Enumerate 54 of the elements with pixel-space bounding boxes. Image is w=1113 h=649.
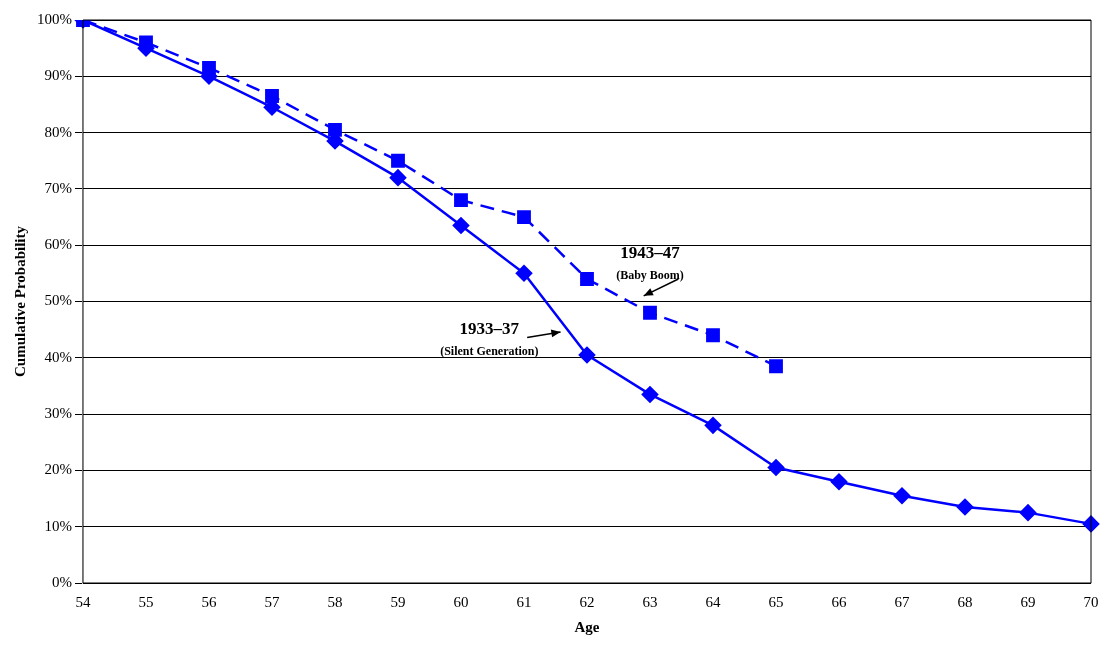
point (830, 473, 848, 490)
point (454, 193, 468, 208)
y-axis-title: Cumulative Probability (11, 225, 28, 377)
x-tick-label: 70 (1083, 593, 1099, 610)
y-tick-label: 20% (44, 461, 72, 478)
x-tick-label: 57 (264, 593, 280, 610)
x-tick-label: 64 (705, 593, 721, 610)
x-tick-label: 67 (894, 593, 910, 610)
y-tick-label: 70% (44, 179, 72, 196)
annotation: (Silent Generation) (440, 343, 539, 358)
y-tick-label: 30% (44, 405, 72, 422)
y-tick-label: 10% (44, 517, 72, 534)
x-tick-label: 68 (957, 593, 973, 610)
series-label: 1943–47 (620, 243, 681, 263)
point (580, 272, 594, 286)
x-tick-label: 58 (327, 593, 343, 610)
x-tick-label: 56 (201, 593, 217, 610)
y-tick-label: 100% (37, 10, 72, 27)
y-tick-label: 50% (44, 292, 72, 309)
x-tick-label: 55 (138, 593, 154, 610)
x-tick-label: 59 (390, 593, 406, 610)
point (641, 386, 659, 403)
y-tick-label: 90% (44, 67, 72, 84)
point (769, 359, 783, 374)
x-tick-label: 62 (579, 593, 595, 610)
point (893, 487, 911, 504)
point (391, 153, 405, 168)
point (956, 498, 974, 516)
y-tick-label: 0% (52, 573, 72, 590)
y-tick-label: 60% (44, 236, 72, 253)
point (389, 169, 407, 186)
y-tick-label: 80% (44, 123, 72, 140)
point (706, 328, 720, 343)
point (578, 346, 596, 364)
x-tick-label: 65 (768, 593, 784, 610)
point (265, 89, 279, 103)
x-tick-label: 60 (453, 593, 469, 610)
series-label: 1933–37 (459, 319, 520, 339)
point (643, 305, 657, 320)
point (452, 217, 470, 234)
x-tick-label: 69 (1020, 593, 1036, 610)
x-tick-label: 66 (831, 593, 847, 610)
x-tick-label: 61 (516, 593, 532, 610)
x-tick-label: 63 (642, 593, 658, 610)
annotation: (Baby Boom) (616, 267, 684, 282)
point (704, 417, 722, 434)
point (517, 210, 531, 224)
point (328, 122, 342, 137)
point (515, 265, 533, 282)
x-tick-label: 54 (75, 593, 91, 610)
point (1019, 504, 1037, 521)
point (767, 459, 785, 476)
y-tick-label: 40% (44, 348, 72, 365)
x-axis-title: Age (574, 618, 600, 635)
